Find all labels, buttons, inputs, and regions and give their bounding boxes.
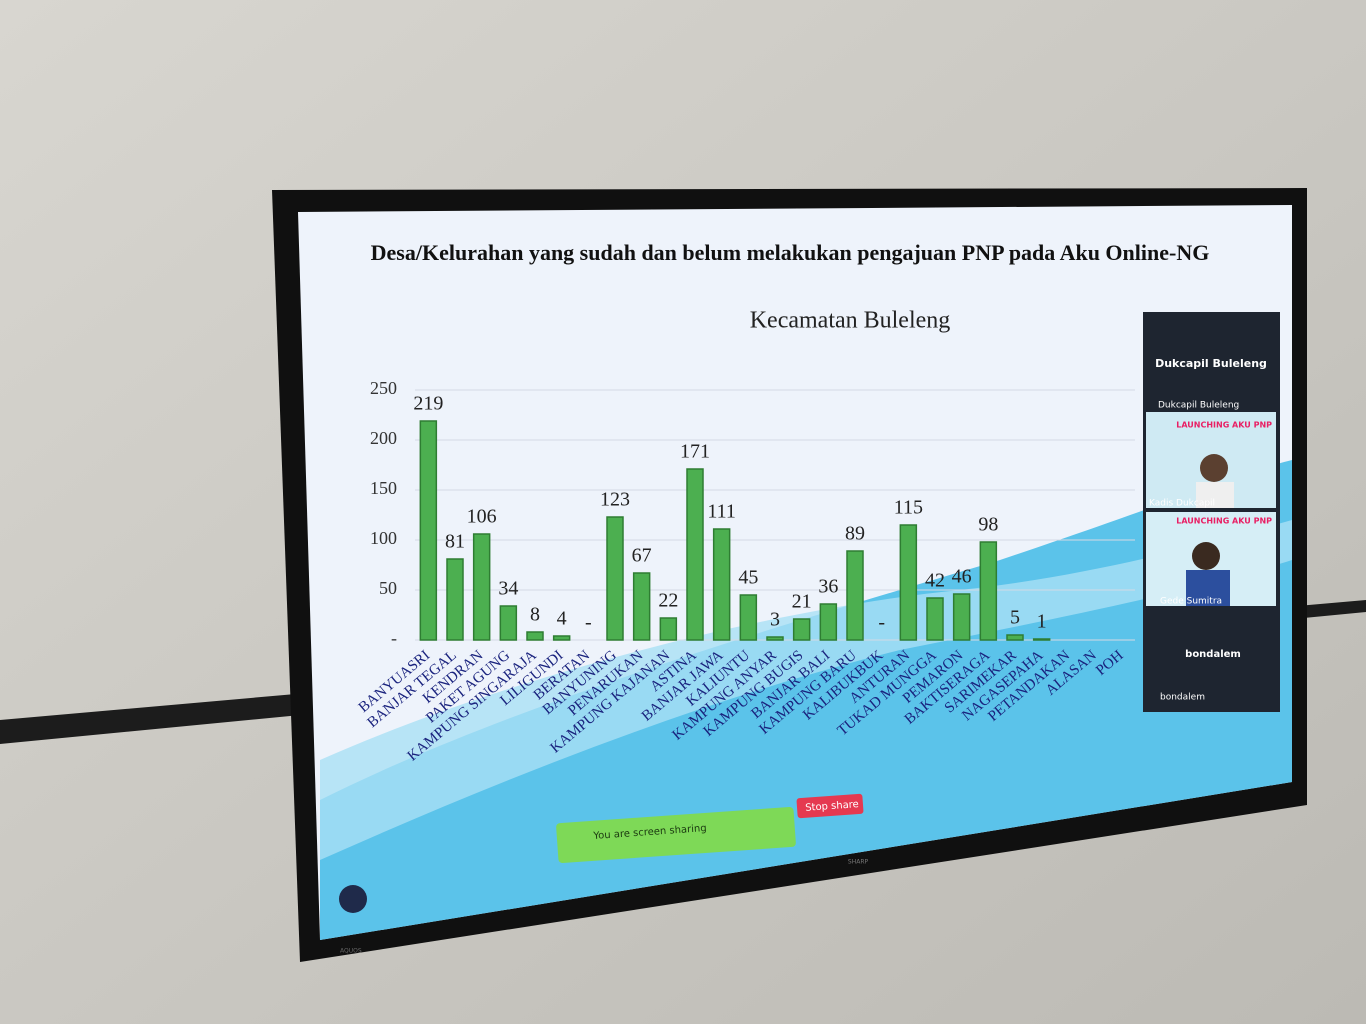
meeting-panel: Dukcapil Buleleng Dukcapil Buleleng LAUN… [1143,312,1280,712]
bar [446,558,464,641]
tile-name: Kadis Dukcapil [1149,499,1215,509]
tv-brand: SHARP [848,859,869,866]
bar [766,636,784,641]
wave-light [320,520,1292,860]
value-label: 5 [1010,607,1020,629]
value-label: 4 [557,608,567,630]
panel-title: Dukcapil Buleleng [1155,357,1267,370]
value-label: - [585,612,592,634]
tile-name: Dukcapil Buleleng [1158,401,1239,411]
annotate-button[interactable] [339,885,367,913]
value-label: 98 [978,514,998,536]
bar [899,524,918,641]
value-label: 21 [792,591,812,613]
value-label: 115 [894,497,923,519]
y-tick-label: 100 [370,528,397,548]
value-label: 106 [467,506,497,528]
bar [419,420,438,641]
bar [499,605,518,641]
bar [526,631,544,641]
tv-model: AQUOS [340,948,362,955]
bar [926,597,944,641]
bar [552,635,571,641]
y-tick-label: 250 [370,378,397,398]
stop-share-label[interactable]: Stop share [805,799,859,814]
value-label: 123 [600,489,630,511]
share-status-bar [556,807,796,863]
bar [819,603,838,641]
share-bar: You are screen sharing Stop share [556,793,864,863]
person [1192,542,1220,570]
value-label: 46 [952,566,972,588]
chart-subtitle: Kecamatan Buleleng [750,308,951,334]
bar [606,516,624,641]
bar [1006,634,1024,641]
value-label: 219 [413,393,443,415]
value-label: 22 [658,590,678,612]
value-label: 1 [1037,611,1047,633]
bar [472,533,491,641]
person-body [1196,482,1234,508]
bar [846,550,864,641]
y-tick-label: 200 [370,428,397,448]
value-label: 89 [845,523,865,545]
bar [979,541,998,641]
y-tick-label: - [391,628,397,648]
tile-name: bondalem [1160,693,1205,703]
y-tick-label: 150 [370,478,397,498]
video-banner: LAUNCHING AKU PNP [1176,517,1272,526]
bar [1032,638,1051,641]
value-label: 34 [498,578,518,600]
y-tick-label: 50 [379,578,397,598]
stop-share-button[interactable] [796,793,864,819]
bar [739,594,758,641]
value-label: - [878,612,885,634]
value-label: 3 [770,609,780,631]
bar [712,528,731,641]
bar [632,572,651,641]
bar [792,618,811,641]
value-label: 171 [680,441,710,463]
value-label: 42 [925,570,945,592]
value-label: 111 [707,501,736,523]
bar [659,617,678,641]
tile-caption: bondalem [1185,649,1241,660]
person-body [1186,570,1230,606]
tile-name: Gede Sumitra [1160,597,1222,607]
slide-title: Desa/Kelurahan yang sudah dan belum mela… [371,240,1210,265]
video-banner: LAUNCHING AKU PNP [1176,421,1272,430]
value-label: 36 [818,576,838,598]
person [1200,454,1228,482]
value-label: 67 [632,545,652,567]
value-label: 81 [445,531,465,553]
bar [686,468,704,641]
bar [952,593,971,641]
value-label: 45 [738,567,758,589]
value-label: 8 [530,604,540,626]
